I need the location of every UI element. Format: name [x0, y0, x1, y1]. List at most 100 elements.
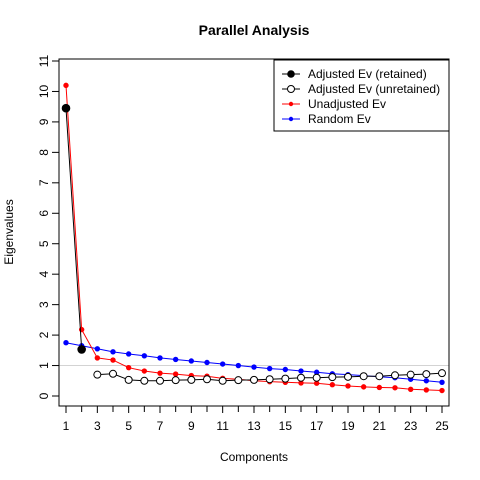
- data-point: [109, 369, 117, 378]
- x-tick-label: 17: [310, 419, 324, 433]
- legend-marker: [288, 116, 294, 122]
- data-point: [125, 364, 132, 371]
- data-point: [265, 375, 274, 384]
- data-point: [345, 383, 351, 389]
- data-point: [125, 351, 132, 357]
- series-layer: [61, 82, 446, 394]
- data-point: [407, 386, 414, 392]
- data-point: [251, 364, 257, 370]
- data-point: [110, 357, 116, 363]
- data-point: [188, 358, 195, 364]
- data-point: [329, 382, 336, 388]
- data-point: [157, 370, 163, 376]
- data-point: [360, 384, 367, 390]
- data-point: [94, 346, 101, 352]
- data-point: [406, 370, 415, 379]
- data-point: [439, 379, 445, 385]
- data-point: [187, 375, 196, 384]
- data-point: [63, 82, 69, 89]
- legend-box: [273, 59, 450, 132]
- data-point: [141, 368, 148, 374]
- x-tick-label: 15: [279, 419, 293, 433]
- data-point: [171, 376, 180, 385]
- data-point: [93, 370, 102, 379]
- legend-marker: [288, 101, 294, 107]
- data-point: [61, 103, 71, 113]
- data-point: [266, 365, 273, 372]
- y-tick-label: 2: [37, 331, 51, 338]
- data-point: [312, 373, 321, 382]
- series-line: [65, 108, 83, 350]
- legend-label: Unadjusted Ev: [308, 97, 386, 111]
- y-tick-label: 0: [37, 392, 51, 399]
- data-point: [203, 375, 211, 384]
- data-point: [63, 340, 69, 346]
- x-tick-label: 23: [404, 419, 418, 433]
- data-point: [281, 374, 290, 383]
- y-tick-label: 6: [37, 210, 51, 217]
- data-point: [391, 371, 399, 380]
- data-point: [156, 376, 164, 385]
- legend-item: Unadjusted Ev: [282, 97, 386, 111]
- data-point: [172, 356, 179, 363]
- data-point: [77, 345, 86, 354]
- series-1: [93, 369, 446, 385]
- data-point: [204, 359, 210, 366]
- series-0: [61, 103, 86, 354]
- chart-title: Parallel Analysis: [199, 22, 310, 38]
- data-point: [218, 376, 227, 385]
- data-point: [422, 370, 431, 379]
- data-point: [297, 373, 305, 382]
- x-tick-label: 11: [216, 419, 229, 433]
- plot-frame: [58, 58, 450, 407]
- data-point: [359, 372, 368, 381]
- y-tick-label: 9: [37, 118, 51, 125]
- x-tick-label: 9: [188, 419, 195, 433]
- data-point: [376, 384, 383, 391]
- x-axis-label: Components: [220, 450, 288, 464]
- legend-marker: [287, 70, 295, 78]
- data-point: [172, 371, 179, 377]
- x-tick-label: 7: [157, 419, 164, 433]
- data-point: [423, 378, 430, 384]
- legend-item: Random Ev: [282, 112, 371, 126]
- data-point: [234, 376, 243, 385]
- y-tick-label: 8: [37, 149, 51, 156]
- legend-marker: [287, 85, 295, 93]
- data-point: [94, 355, 101, 361]
- data-point: [375, 372, 384, 381]
- legend-label: Random Ev: [308, 112, 371, 126]
- legend-items: Adjusted Ev (retained)Adjusted Ev (unret…: [282, 67, 440, 126]
- y-tick-label: 11: [37, 54, 51, 67]
- legend-label: Adjusted Ev (retained): [308, 67, 427, 81]
- data-point: [392, 385, 398, 391]
- data-point: [328, 373, 337, 382]
- legend-item: Adjusted Ev (unretained): [282, 82, 440, 96]
- data-point: [124, 375, 133, 384]
- x-tick-label: 13: [247, 419, 261, 433]
- data-point: [439, 387, 445, 394]
- y-tick-label: 1: [37, 362, 51, 369]
- y-tick-label: 3: [37, 301, 51, 308]
- data-point: [438, 369, 446, 378]
- x-tick-label: 19: [341, 419, 355, 433]
- data-point: [110, 349, 116, 355]
- legend-item: Adjusted Ev (retained): [282, 67, 427, 81]
- data-point: [298, 368, 304, 374]
- legend-label: Adjusted Ev (unretained): [308, 82, 440, 96]
- data-point: [250, 375, 258, 384]
- data-point: [344, 372, 352, 381]
- x-tick-label: 3: [94, 419, 101, 433]
- y-tick-label: 5: [37, 240, 51, 247]
- x-tick-label: 21: [373, 419, 387, 433]
- legend: Adjusted Ev (retained)Adjusted Ev (unret…: [273, 59, 450, 132]
- data-point: [140, 376, 149, 385]
- data-point: [282, 366, 289, 373]
- y-tick-label: 4: [37, 271, 51, 278]
- data-point: [219, 361, 226, 367]
- x-tick-label: 1: [63, 419, 70, 433]
- y-axis-label: Eigenvalues: [2, 199, 16, 264]
